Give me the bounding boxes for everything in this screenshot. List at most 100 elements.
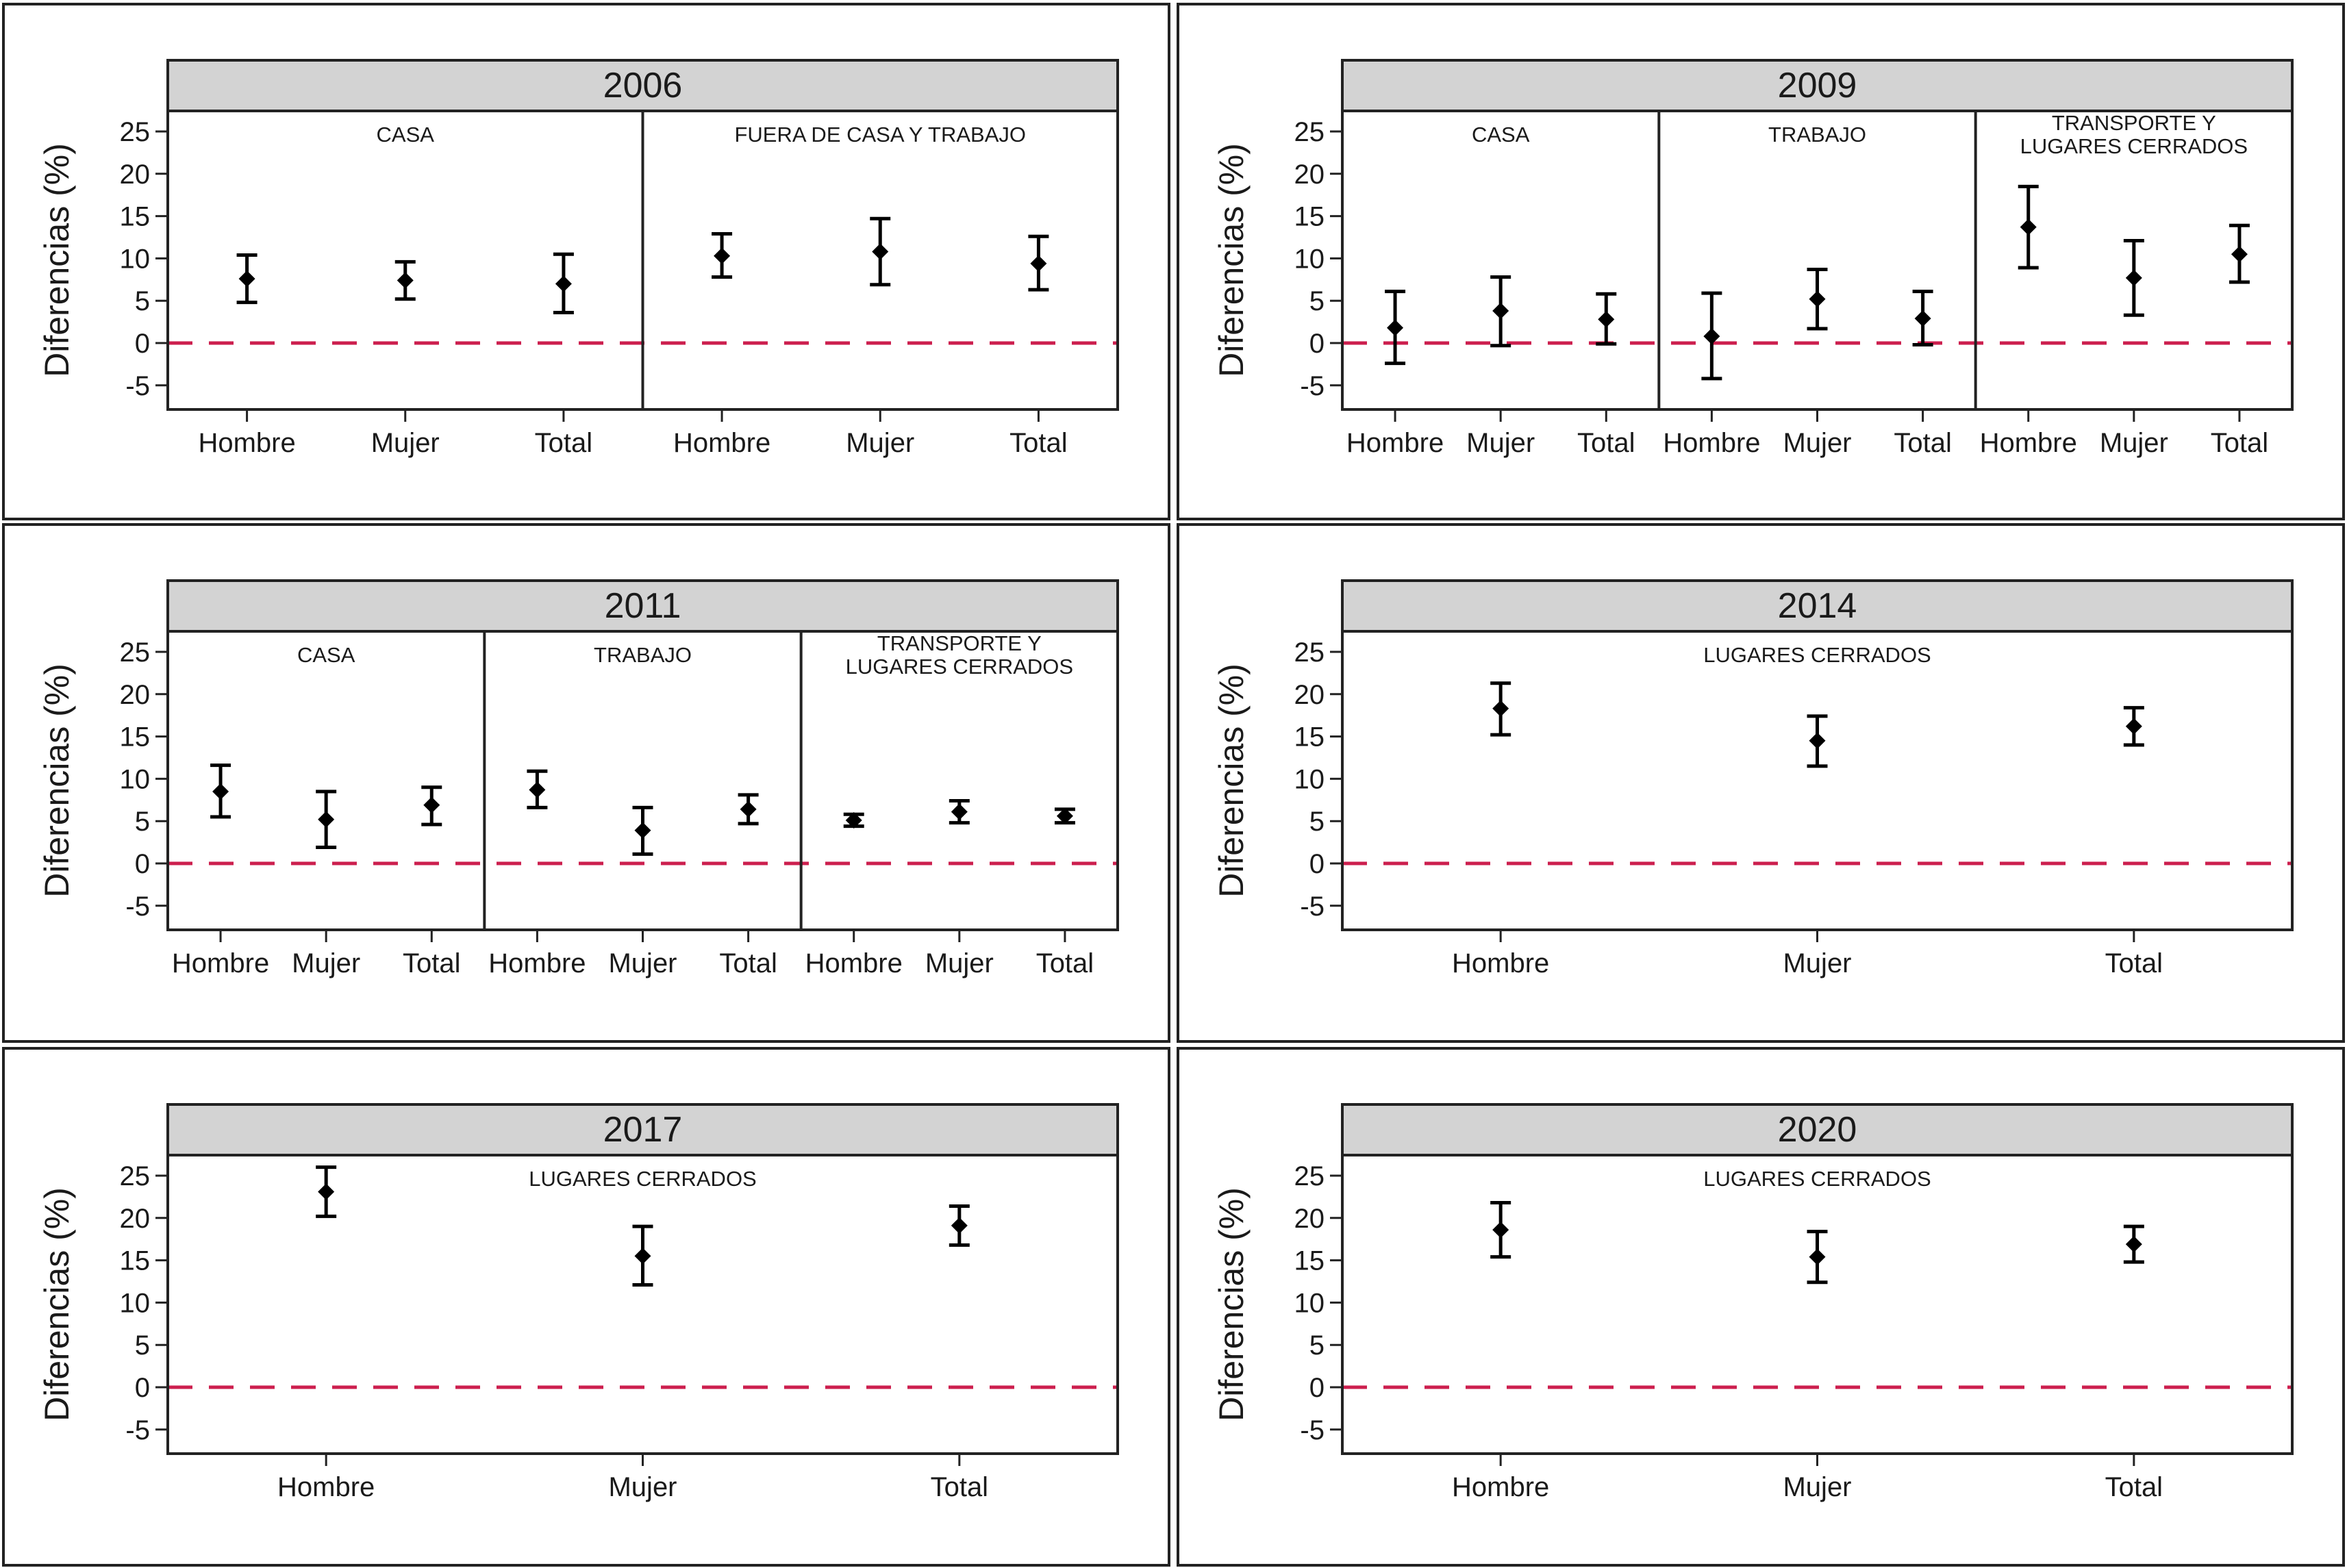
x-tick-label: Hombre — [198, 428, 295, 458]
panel-label: LUGARES CERRADOS — [1703, 1167, 1931, 1191]
y-tick-label: -5 — [1300, 1415, 1325, 1445]
y-tick-label: -5 — [1300, 892, 1325, 922]
panel-label-line: LUGARES CERRADOS — [846, 655, 1073, 679]
point-estimate — [238, 270, 255, 288]
point-estimate — [2125, 1236, 2142, 1253]
x-tick-label: Total — [535, 428, 593, 458]
panel-label-line: TRABAJO — [1768, 123, 1866, 147]
y-axis-title: Diferencias (%) — [38, 1187, 76, 1421]
x-tick-label: Total — [1009, 428, 1068, 458]
point-estimate — [1056, 807, 1073, 824]
chart-grid: 2006 25 20 15 10 5 0 -5 Diferencias (%) CASA Hombr… — [2, 3, 2345, 1567]
y-tick-label: 20 — [120, 160, 151, 190]
point-estimate — [634, 1248, 651, 1265]
y-tick-label: -5 — [125, 1415, 150, 1445]
x-tick-label: Total — [2105, 948, 2163, 978]
panel-label: TRANSPORTE Y LUGARES CERRADOS — [2020, 111, 2248, 158]
point-estimate — [740, 800, 757, 818]
chart-title: 2011 — [605, 586, 681, 626]
y-tick-label: 25 — [120, 637, 151, 668]
x-tick-label: Hombre — [805, 948, 903, 978]
y-tick-label: -5 — [125, 371, 150, 401]
x-tick-label: Hombre — [277, 1472, 375, 1502]
point-estimate — [1809, 290, 1826, 307]
y-tick-label: 10 — [120, 764, 151, 794]
point-estimate — [1598, 311, 1615, 328]
point-estimate — [555, 275, 572, 292]
point-estimate — [951, 1217, 968, 1234]
point-estimate — [1809, 732, 1826, 749]
x-tick-label: Mujer — [925, 948, 994, 978]
y-tick-label: 10 — [1294, 244, 1325, 274]
panel-label-line: CASA — [1472, 123, 1530, 147]
x-tick-label: Total — [1894, 428, 1952, 458]
x-tick-label: Total — [931, 1472, 989, 1502]
x-tick-label: Mujer — [1783, 948, 1851, 978]
point-estimate — [423, 796, 440, 813]
panel-label: CASA — [377, 123, 435, 147]
chart-title: 2009 — [1778, 66, 1857, 105]
point-estimate — [2231, 246, 2248, 263]
point-estimate — [845, 811, 862, 829]
y-tick-label: 10 — [1294, 764, 1325, 794]
y-axis-title: Diferencias (%) — [1212, 1187, 1251, 1421]
y-tick-label: 0 — [1309, 329, 1325, 359]
y-tick-label: 20 — [1294, 160, 1325, 190]
y-tick-label: 20 — [120, 1204, 151, 1234]
y-tick-label: 15 — [120, 202, 151, 232]
chart-title: 2017 — [603, 1110, 683, 1150]
point-estimate — [1703, 328, 1720, 345]
point-estimate — [397, 272, 414, 289]
point-estimate — [318, 1183, 335, 1200]
x-tick-label: Total — [2105, 1472, 2163, 1502]
y-tick-label: 25 — [1294, 1161, 1325, 1191]
y-tick-label: 20 — [1294, 1204, 1325, 1234]
panel-label-line: LUGARES CERRADOS — [1703, 643, 1931, 667]
x-tick-label: Mujer — [846, 428, 914, 458]
y-axis-title: Diferencias (%) — [38, 143, 76, 377]
y-tick-label: 0 — [135, 849, 150, 879]
y-tick-label: 0 — [1309, 1373, 1325, 1403]
point-estimate — [2125, 269, 2142, 286]
chart-title: 2014 — [1778, 586, 1857, 626]
point-estimate — [1030, 255, 1047, 272]
panel-label-line: LUGARES CERRADOS — [529, 1167, 756, 1191]
panel-label-line: TRANSPORTE Y — [877, 631, 1042, 655]
y-tick-label: 10 — [120, 244, 151, 274]
y-tick-label: 15 — [1294, 1246, 1325, 1276]
x-tick-label: Total — [719, 948, 777, 978]
x-tick-label: Total — [1036, 948, 1094, 978]
y-tick-label: 5 — [135, 286, 150, 316]
panel-label-line: LUGARES CERRADOS — [2020, 134, 2248, 158]
panel-label: CASA — [297, 643, 355, 667]
y-tick-label: -5 — [125, 892, 150, 922]
point-estimate — [318, 811, 335, 828]
point-estimate — [1492, 303, 1509, 320]
y-axis-title: Diferencias (%) — [1212, 663, 1251, 898]
panel-label: TRABAJO — [1768, 123, 1866, 147]
x-tick-label: Mujer — [371, 428, 440, 458]
title-strip — [1341, 1103, 2294, 1156]
chart-title: 2006 — [603, 66, 683, 105]
panel-label: TRABAJO — [594, 643, 692, 667]
chart-title: 2020 — [1778, 1110, 1857, 1150]
chart-2020: 2020 25 20 15 10 5 0 -5 Diferencias (%) LUGARES C… — [1177, 1047, 2345, 1567]
cell-frame — [1177, 3, 2345, 520]
cell-frame — [1177, 523, 2345, 1043]
x-tick-label: Hombre — [1980, 428, 2077, 458]
y-tick-label: 20 — [1294, 680, 1325, 710]
y-tick-label: 15 — [120, 1246, 151, 1276]
y-tick-label: 25 — [1294, 637, 1325, 668]
cell-frame — [2, 1047, 1170, 1567]
x-tick-label: Mujer — [1466, 428, 1535, 458]
x-tick-label: Hombre — [488, 948, 586, 978]
panel-label: TRANSPORTE Y LUGARES CERRADOS — [846, 631, 1073, 679]
y-tick-label: 25 — [120, 1161, 151, 1191]
y-axis-title: Diferencias (%) — [1212, 143, 1251, 377]
y-tick-label: 15 — [120, 722, 151, 753]
x-tick-label: Mujer — [608, 1472, 677, 1502]
panel-label: FUERA DE CASA Y TRABAJO — [734, 123, 1026, 147]
point-estimate — [2020, 218, 2037, 236]
y-tick-label: 15 — [1294, 202, 1325, 232]
